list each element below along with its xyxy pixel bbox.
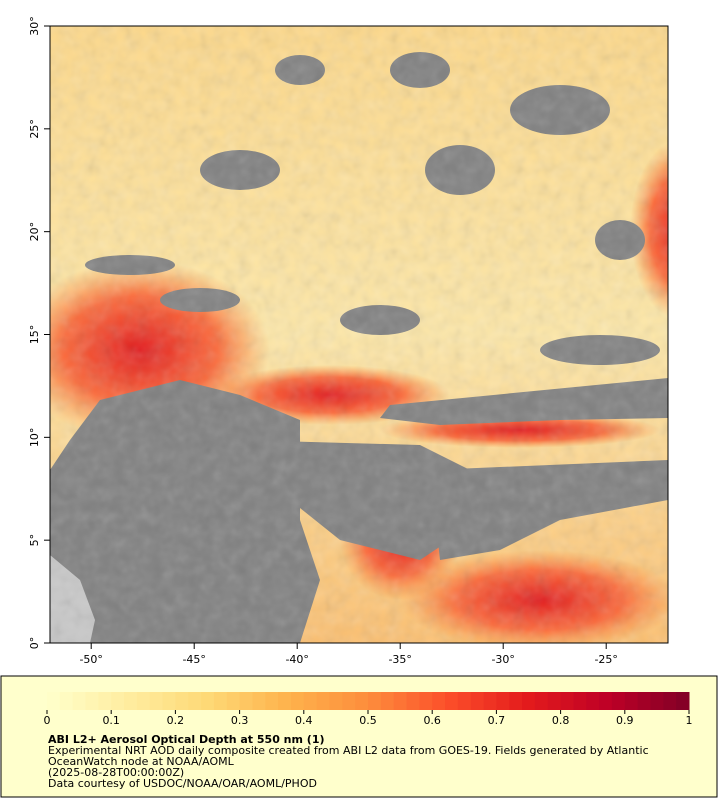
caption-line: (2025-08-28T00:00:00Z) (48, 766, 184, 779)
colorbar-cell (278, 692, 292, 710)
colorbar-cell (342, 692, 356, 710)
colorbar-cell (599, 692, 613, 710)
colorbar-cell (59, 692, 74, 710)
caption-line: OceanWatch node at NOAA/AOML (48, 755, 235, 768)
colorbar-cell (265, 692, 279, 710)
colorbar-cell (406, 692, 420, 710)
caption-line: Experimental NRT AOD daily composite cre… (48, 744, 649, 757)
colorbar-cell (445, 692, 459, 710)
colorbar-tick-label: 0.3 (231, 714, 249, 727)
colorbar-cell (380, 692, 395, 710)
colorbar-tick-label: 1 (686, 714, 693, 727)
colorbar-tick-label: 0 (44, 714, 51, 727)
colorbar-cell (393, 692, 408, 710)
legend-title: ABI L2+ Aerosol Optical Depth at 550 nm … (48, 733, 325, 746)
x-tick-label: -25° (594, 653, 617, 666)
y-tick-label: 30° (28, 16, 41, 36)
y-tick-label: 5° (28, 534, 41, 547)
y-tick-label: 15° (28, 325, 41, 345)
colorbar-cell (483, 692, 497, 710)
colorbar-cell (650, 692, 664, 710)
colorbar-cell (162, 692, 176, 710)
y-tick-label: 0° (28, 637, 41, 650)
colorbar-cell (85, 692, 99, 710)
colorbar-cell (290, 692, 305, 710)
colorbar-cell (560, 692, 574, 710)
x-tick-label: -35° (388, 653, 411, 666)
colorbar-cell (252, 692, 266, 710)
colorbar-cell (188, 692, 202, 710)
colorbar-cell (470, 692, 485, 710)
colorbar-cell (72, 692, 87, 710)
colorbar-cell (419, 692, 433, 710)
colorbar-cell (637, 692, 651, 710)
colorbar-cell (368, 692, 382, 710)
colorbar-cell (303, 692, 318, 710)
colorbar-cell (522, 692, 536, 710)
colorbar-cell (226, 692, 241, 710)
colorbar-tick-label: 0.9 (616, 714, 634, 727)
colorbar-cell (534, 692, 549, 710)
colorbar-cell (136, 692, 151, 710)
colorbar-cell (239, 692, 253, 710)
colorbar-cell (111, 692, 125, 710)
colorbar-cell (355, 692, 369, 710)
colorbar-cell (149, 692, 164, 710)
colorbar-cell (432, 692, 446, 710)
colorbar-cell (573, 692, 587, 710)
y-tick-label: 10° (28, 428, 41, 448)
colorbar-cell (175, 692, 189, 710)
x-tick-label: -50° (79, 653, 102, 666)
caption-line: Data courtesy of USDOC/NOAA/OAR/AOML/PHO… (48, 777, 317, 790)
colorbar-cell (201, 692, 215, 710)
colorbar-cell (663, 692, 677, 710)
colorbar-cell (457, 692, 472, 710)
colorbar-cell (496, 692, 510, 710)
map-image (50, 26, 668, 643)
colorbar-tick-label: 0.6 (423, 714, 441, 727)
colorbar-cell (676, 692, 690, 710)
colorbar-tick-label: 0.4 (295, 714, 313, 727)
colorbar-cell (213, 692, 228, 710)
colorbar-tick-label: 0.2 (167, 714, 185, 727)
colorbar-cell (547, 692, 562, 710)
colorbar-tick-label: 0.1 (102, 714, 120, 727)
colorbar-tick-label: 0.8 (552, 714, 570, 727)
colorbar-cell (98, 692, 112, 710)
colorbar-tick-label: 0.5 (359, 714, 377, 727)
y-tick-label: 25° (28, 119, 41, 139)
x-tick-label: -40° (285, 653, 308, 666)
colorbar-cell (316, 692, 330, 710)
colorbar-tick-label: 0.7 (488, 714, 506, 727)
x-tick-label: -30° (491, 653, 514, 666)
colorbar-cell (47, 692, 61, 710)
colorbar-cell (124, 692, 138, 710)
colorbar-cell (586, 692, 600, 710)
colorbar-cell (624, 692, 639, 710)
y-tick-label: 20° (28, 222, 41, 242)
x-tick-label: -45° (182, 653, 205, 666)
colorbar-cell (329, 692, 343, 710)
colorbar-cell (611, 692, 626, 710)
colorbar-cell (509, 692, 523, 710)
